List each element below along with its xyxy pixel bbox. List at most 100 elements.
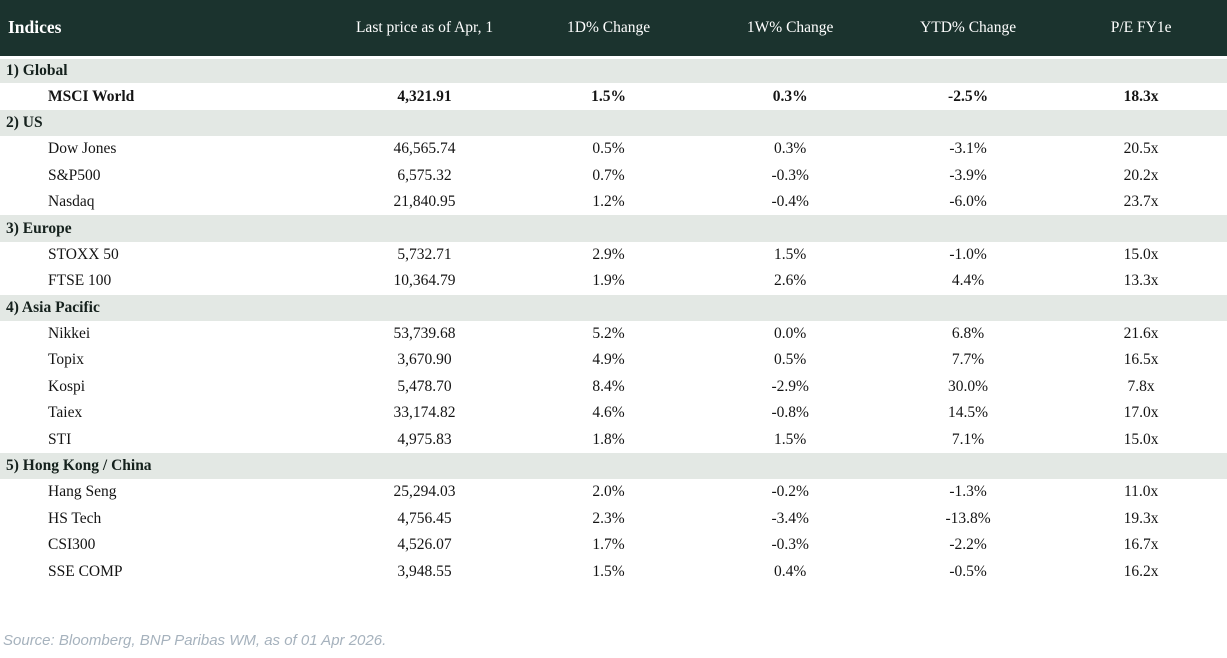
ytd-change-value: -2.2%	[880, 532, 1056, 559]
index-name: Kospi	[0, 373, 332, 401]
1d-change-value: 1.5%	[517, 83, 700, 110]
column-header-1w-change: 1W% Change	[699, 0, 881, 59]
1d-change-value: 2.0%	[517, 479, 700, 506]
index-row: MSCI World 4,321.91 1.5% 0.3% -2.5% 18.3x	[0, 83, 1227, 110]
index-row: FTSE 100 10,364.79 1.9% 2.6% 4.4% 13.3x	[0, 268, 1227, 295]
ytd-change-value: 30.0%	[880, 373, 1056, 401]
pe-value: 19.3x	[1055, 505, 1227, 533]
pe-value: 13.3x	[1055, 268, 1227, 295]
index-name: Topix	[0, 347, 332, 374]
last-price-value: 3,948.55	[331, 558, 518, 585]
pe-value: 20.5x	[1055, 136, 1227, 163]
ytd-change-value: -1.3%	[880, 479, 1056, 506]
pe-value: 21.6x	[1055, 320, 1227, 348]
index-row: Hang Seng 25,294.03 2.0% -0.2% -1.3% 11.0x	[0, 479, 1227, 506]
index-row: Topix 3,670.90 4.9% 0.5% 7.7% 16.5x	[0, 347, 1227, 374]
last-price-value: 4,756.45	[331, 505, 518, 533]
last-price-value: 6,575.32	[331, 162, 518, 189]
column-header-pe: P/E FY1e	[1055, 0, 1227, 59]
index-name: Dow Jones	[0, 136, 332, 163]
1w-change-value: -3.4%	[699, 505, 881, 533]
ytd-change-value: -2.5%	[880, 83, 1056, 110]
index-name: S&P500	[0, 162, 332, 189]
1w-change-value: -2.9%	[699, 373, 881, 401]
section-label: 4) Asia Pacific	[0, 294, 1227, 321]
ytd-change-value: -6.0%	[880, 188, 1056, 216]
pe-value: 20.2x	[1055, 162, 1227, 189]
ytd-change-value: -3.1%	[880, 136, 1056, 163]
index-row: Nasdaq 21,840.95 1.2% -0.4% -6.0% 23.7x	[0, 188, 1227, 216]
1d-change-value: 4.6%	[517, 400, 700, 427]
index-name: Nasdaq	[0, 188, 332, 216]
1w-change-value: -0.2%	[699, 479, 881, 506]
index-name: Hang Seng	[0, 479, 332, 506]
index-row: Kospi 5,478.70 8.4% -2.9% 30.0% 7.8x	[0, 373, 1227, 401]
ytd-change-value: 7.1%	[880, 426, 1056, 453]
index-name: Nikkei	[0, 320, 332, 348]
ytd-change-value: 7.7%	[880, 347, 1056, 374]
pe-value: 16.2x	[1055, 558, 1227, 585]
1w-change-value: 0.5%	[699, 347, 881, 374]
1d-change-value: 5.2%	[517, 320, 700, 348]
pe-value: 11.0x	[1055, 479, 1227, 506]
1w-change-value: -0.3%	[699, 162, 881, 189]
section-label: 2) US	[0, 109, 1227, 137]
ytd-change-value: 4.4%	[880, 268, 1056, 295]
pe-value: 16.5x	[1055, 347, 1227, 374]
header-row: Indices Last price as of Apr, 1 1D% Chan…	[0, 0, 1227, 59]
index-row: STI 4,975.83 1.8% 1.5% 7.1% 15.0x	[0, 426, 1227, 453]
index-row: S&P500 6,575.32 0.7% -0.3% -3.9% 20.2x	[0, 162, 1227, 189]
1w-change-value: -0.4%	[699, 188, 881, 216]
index-row: SSE COMP 3,948.55 1.5% 0.4% -0.5% 16.2x	[0, 558, 1227, 585]
1d-change-value: 1.8%	[517, 426, 700, 453]
1d-change-value: 1.7%	[517, 532, 700, 559]
section-label: 1) Global	[0, 57, 1227, 84]
pe-value: 23.7x	[1055, 188, 1227, 216]
section-label: 5) Hong Kong / China	[0, 452, 1227, 480]
1d-change-value: 0.7%	[517, 162, 700, 189]
index-name: MSCI World	[0, 83, 332, 110]
index-name: Taiex	[0, 400, 332, 427]
pe-value: 15.0x	[1055, 426, 1227, 453]
section-row: 2) US	[0, 109, 1227, 137]
index-name: SSE COMP	[0, 558, 332, 585]
last-price-value: 3,670.90	[331, 347, 518, 374]
column-header-last-price: Last price as of Apr, 1	[331, 0, 518, 59]
section-label: 3) Europe	[0, 215, 1227, 242]
table-title: Indices	[0, 0, 332, 59]
index-row: CSI300 4,526.07 1.7% -0.3% -2.2% 16.7x	[0, 532, 1227, 559]
pe-value: 15.0x	[1055, 241, 1227, 269]
1d-change-value: 8.4%	[517, 373, 700, 401]
pe-value: 18.3x	[1055, 83, 1227, 110]
ytd-change-value: -3.9%	[880, 162, 1056, 189]
1d-change-value: 1.2%	[517, 188, 700, 216]
last-price-value: 5,732.71	[331, 241, 518, 269]
pe-value: 16.7x	[1055, 532, 1227, 559]
1d-change-value: 0.5%	[517, 136, 700, 163]
1w-change-value: 1.5%	[699, 241, 881, 269]
ytd-change-value: 6.8%	[880, 320, 1056, 348]
pe-value: 17.0x	[1055, 400, 1227, 427]
last-price-value: 25,294.03	[331, 479, 518, 506]
index-row: STOXX 50 5,732.71 2.9% 1.5% -1.0% 15.0x	[0, 241, 1227, 269]
last-price-value: 5,478.70	[331, 373, 518, 401]
section-row: 4) Asia Pacific	[0, 294, 1227, 321]
last-price-value: 4,526.07	[331, 532, 518, 559]
1d-change-value: 2.3%	[517, 505, 700, 533]
index-row: Dow Jones 46,565.74 0.5% 0.3% -3.1% 20.5x	[0, 136, 1227, 163]
ytd-change-value: 14.5%	[880, 400, 1056, 427]
source-note: Source: Bloomberg, BNP Paribas WM, as of…	[3, 631, 387, 649]
1w-change-value: 0.0%	[699, 320, 881, 348]
1w-change-value: -0.8%	[699, 400, 881, 427]
index-name: STOXX 50	[0, 241, 332, 269]
table-body: 1) Global MSCI World 4,321.91 1.5% 0.3% -2.5%…	[0, 57, 1227, 585]
section-row: 3) Europe	[0, 215, 1227, 242]
index-row: Taiex 33,174.82 4.6% -0.8% 14.5% 17.0x	[0, 400, 1227, 427]
1w-change-value: 1.5%	[699, 426, 881, 453]
last-price-value: 4,321.91	[331, 83, 518, 110]
section-row: 1) Global	[0, 57, 1227, 84]
last-price-value: 10,364.79	[331, 268, 518, 295]
1d-change-value: 1.5%	[517, 558, 700, 585]
index-row: HS Tech 4,756.45 2.3% -3.4% -13.8% 19.3x	[0, 505, 1227, 533]
ytd-change-value: -0.5%	[880, 558, 1056, 585]
